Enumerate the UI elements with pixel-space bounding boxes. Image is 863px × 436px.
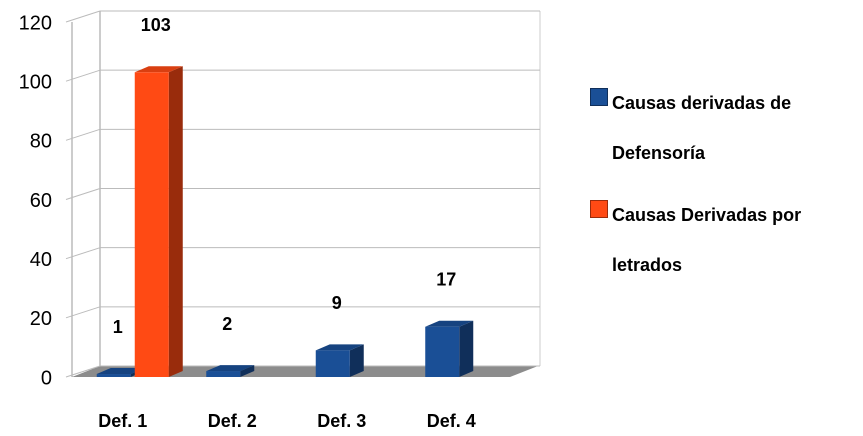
data-label: 17 bbox=[436, 269, 456, 289]
bar-top bbox=[134, 66, 183, 73]
grid-line-side bbox=[65, 365, 101, 378]
bar bbox=[206, 365, 255, 377]
legend-label: Causas Derivadas por letrados bbox=[612, 205, 802, 275]
y-tick-label: 100 bbox=[19, 71, 52, 93]
bar-side bbox=[459, 320, 474, 377]
bar-side bbox=[349, 344, 364, 377]
data-label: 9 bbox=[332, 293, 342, 313]
bar-top bbox=[206, 365, 255, 372]
legend-swatch bbox=[590, 200, 608, 218]
bar bbox=[425, 320, 474, 377]
y-tick-label: 120 bbox=[19, 12, 52, 34]
bar bbox=[134, 66, 183, 378]
y-tick-label: 20 bbox=[30, 308, 52, 330]
data-label: 2 bbox=[222, 314, 232, 334]
data-label: 103 bbox=[141, 15, 171, 35]
bar bbox=[315, 344, 364, 377]
x-tick-label: Def. 1 bbox=[98, 411, 147, 431]
bar-side bbox=[240, 365, 255, 377]
grid-line-side bbox=[65, 306, 101, 319]
y-tick-label: 60 bbox=[30, 190, 52, 212]
y-tick-label: 40 bbox=[30, 249, 52, 271]
bar-front bbox=[425, 326, 460, 377]
bar-front bbox=[315, 350, 350, 377]
bar-front bbox=[96, 374, 131, 377]
bar-side bbox=[168, 66, 183, 378]
grid-line-side bbox=[65, 188, 101, 200]
y-tick-label: 80 bbox=[30, 131, 52, 153]
x-tick-label: Def. 4 bbox=[427, 411, 476, 431]
grid-line-side bbox=[65, 10, 101, 23]
y-tick-label: 0 bbox=[41, 367, 52, 389]
legend-label: Causas derivadas de Defensoría bbox=[612, 93, 792, 163]
floor bbox=[72, 366, 538, 377]
bar-front bbox=[134, 72, 169, 378]
legend-swatch bbox=[590, 88, 608, 106]
x-tick-label: Def. 3 bbox=[317, 411, 366, 431]
x-tick-label: Def. 2 bbox=[208, 411, 257, 431]
grid-line-side bbox=[65, 69, 101, 82]
grid-line-side bbox=[65, 247, 101, 260]
bar-top bbox=[425, 320, 474, 327]
grid-line-side bbox=[65, 128, 101, 141]
bar-top bbox=[96, 368, 145, 375]
bar-front bbox=[206, 371, 241, 377]
data-label: 1 bbox=[113, 317, 123, 337]
bar-top bbox=[315, 344, 364, 351]
